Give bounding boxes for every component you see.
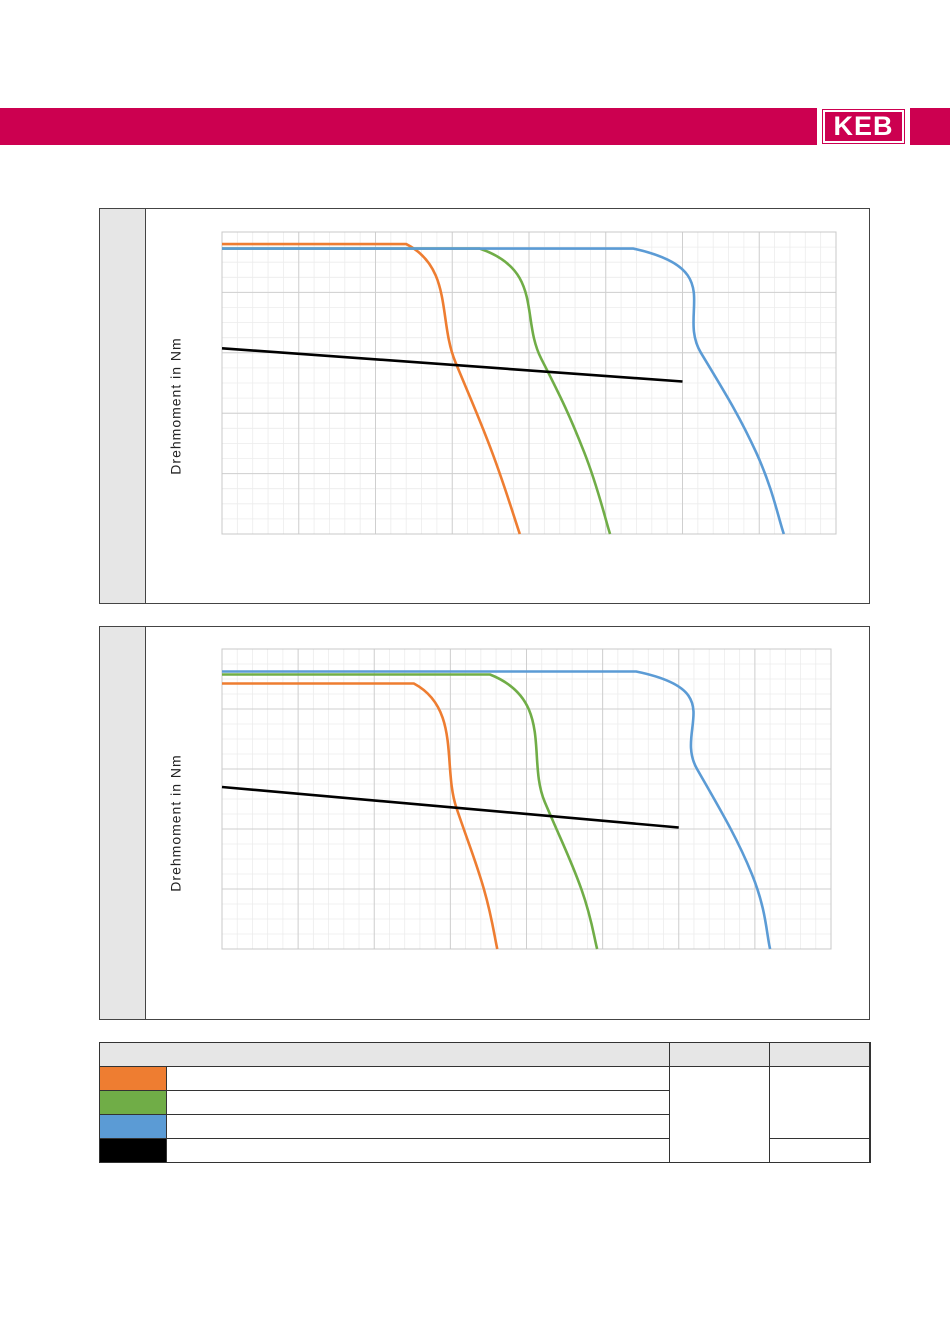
legend-value-cell <box>668 1066 770 1163</box>
legend-label-cell <box>166 1090 670 1115</box>
series-line-blue <box>222 670 772 950</box>
legend-row <box>99 1066 872 1163</box>
legend-header-cell <box>99 1042 670 1067</box>
legend-header-row <box>99 1042 872 1067</box>
legend-header-cell <box>668 1042 770 1067</box>
logo-container: KEB <box>817 104 910 149</box>
series-line-orange <box>222 682 499 950</box>
series-line-blue <box>222 247 786 535</box>
series-line-black <box>221 785 679 829</box>
legend-swatch-blue <box>99 1114 167 1139</box>
legend-table <box>99 1042 872 1163</box>
legend-row <box>99 1090 871 1115</box>
torque-chart-2 <box>221 648 832 950</box>
legend-header-cell <box>768 1042 870 1067</box>
legend-swatch-black <box>99 1138 167 1163</box>
legend-swatch-orange <box>99 1066 167 1091</box>
legend-value-cell <box>868 1066 872 1139</box>
header-bar <box>0 108 950 145</box>
torque-chart-1 <box>221 231 837 535</box>
plot-area <box>221 231 837 535</box>
legend-header-cell <box>868 1042 872 1067</box>
legend-value-cell <box>868 1138 872 1163</box>
panel-sidebar <box>100 627 146 1019</box>
legend-row <box>99 1138 872 1163</box>
series-line-green <box>222 673 599 950</box>
series-line-orange <box>222 242 522 535</box>
chart-panel-1: Drehmoment in Nm <box>99 208 870 604</box>
legend-swatch-green <box>99 1090 167 1115</box>
panel-sidebar <box>100 209 146 603</box>
series-line-black <box>221 346 683 383</box>
plot-area <box>221 648 832 950</box>
legend-value-cell <box>768 1138 870 1163</box>
legend-label-cell <box>166 1138 670 1163</box>
legend-label-cell <box>166 1066 670 1091</box>
legend-value-cell <box>768 1066 870 1139</box>
chart-panel-2: Drehmoment in Nm <box>99 626 870 1020</box>
legend-label-cell <box>166 1114 670 1139</box>
keb-logo: KEB <box>822 109 905 144</box>
series-line-green <box>222 247 612 535</box>
